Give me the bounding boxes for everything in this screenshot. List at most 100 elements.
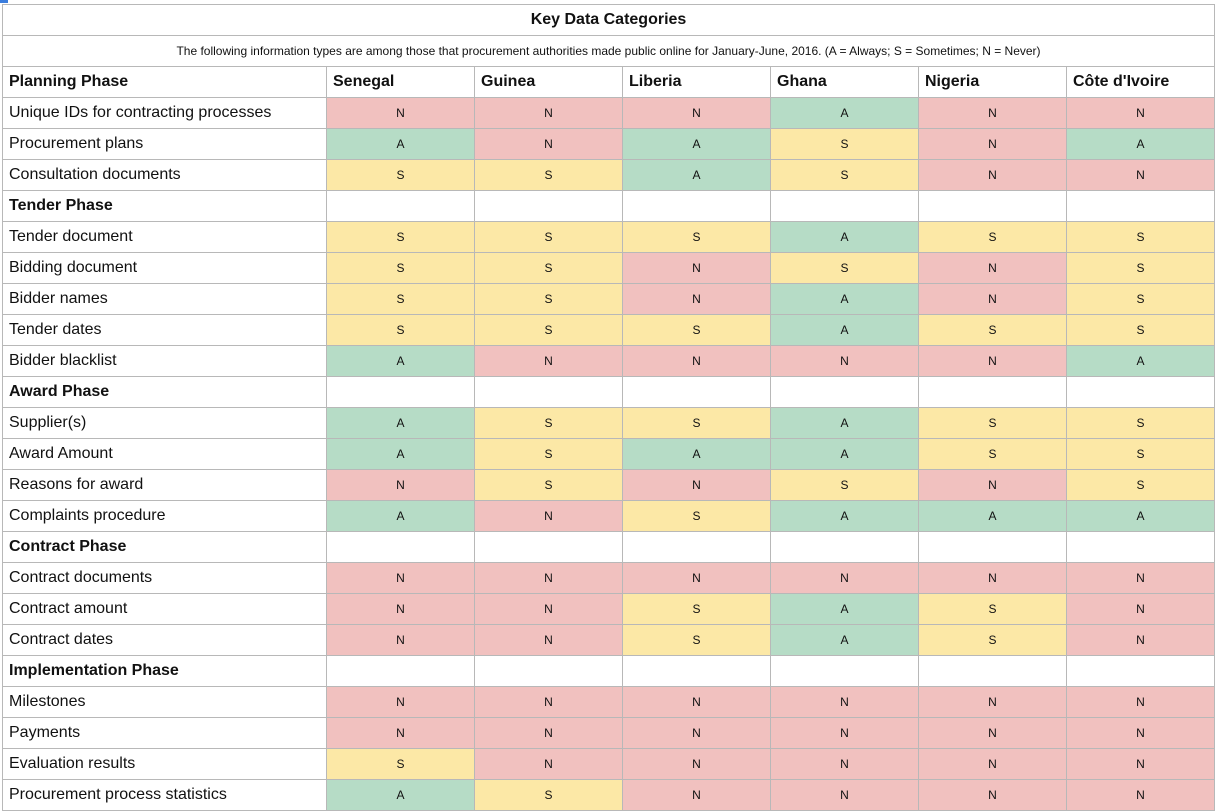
- status-cell[interactable]: A: [770, 438, 919, 470]
- empty-cell[interactable]: [474, 531, 623, 563]
- status-cell[interactable]: S: [1066, 283, 1215, 315]
- empty-cell[interactable]: [622, 376, 771, 408]
- status-cell[interactable]: A: [326, 500, 475, 532]
- status-cell[interactable]: S: [770, 252, 919, 284]
- status-cell[interactable]: N: [474, 500, 623, 532]
- empty-cell[interactable]: [770, 190, 919, 222]
- table-title[interactable]: Key Data Categories: [2, 4, 1215, 36]
- row-label[interactable]: Reasons for award: [2, 469, 327, 501]
- country-header[interactable]: Senegal: [326, 66, 475, 98]
- empty-cell[interactable]: [918, 376, 1067, 408]
- status-cell[interactable]: N: [326, 593, 475, 625]
- status-cell[interactable]: N: [474, 717, 623, 749]
- status-cell[interactable]: S: [474, 469, 623, 501]
- row-label[interactable]: Milestones: [2, 686, 327, 718]
- status-cell[interactable]: S: [1066, 314, 1215, 346]
- row-label[interactable]: Bidding document: [2, 252, 327, 284]
- status-cell[interactable]: S: [918, 314, 1067, 346]
- status-cell[interactable]: N: [622, 252, 771, 284]
- status-cell[interactable]: N: [1066, 593, 1215, 625]
- status-cell[interactable]: N: [1066, 686, 1215, 718]
- status-cell[interactable]: N: [918, 686, 1067, 718]
- status-cell[interactable]: S: [622, 500, 771, 532]
- status-cell[interactable]: N: [474, 748, 623, 780]
- empty-cell[interactable]: [1066, 655, 1215, 687]
- status-cell[interactable]: A: [918, 500, 1067, 532]
- status-cell[interactable]: N: [622, 748, 771, 780]
- status-cell[interactable]: S: [1066, 407, 1215, 439]
- status-cell[interactable]: N: [622, 97, 771, 129]
- empty-cell[interactable]: [770, 531, 919, 563]
- status-cell[interactable]: S: [622, 593, 771, 625]
- status-cell[interactable]: A: [622, 438, 771, 470]
- status-cell[interactable]: N: [918, 717, 1067, 749]
- status-cell[interactable]: N: [770, 779, 919, 811]
- status-cell[interactable]: N: [474, 593, 623, 625]
- status-cell[interactable]: N: [474, 128, 623, 160]
- status-cell[interactable]: N: [474, 686, 623, 718]
- status-cell[interactable]: S: [326, 748, 475, 780]
- status-cell[interactable]: S: [474, 159, 623, 191]
- status-cell[interactable]: N: [918, 128, 1067, 160]
- status-cell[interactable]: S: [474, 252, 623, 284]
- status-cell[interactable]: S: [326, 252, 475, 284]
- status-cell[interactable]: N: [918, 345, 1067, 377]
- status-cell[interactable]: N: [918, 469, 1067, 501]
- status-cell[interactable]: N: [326, 562, 475, 594]
- status-cell[interactable]: N: [474, 97, 623, 129]
- phase-header[interactable]: Tender Phase: [2, 190, 327, 222]
- empty-cell[interactable]: [326, 655, 475, 687]
- status-cell[interactable]: A: [770, 407, 919, 439]
- phase-header[interactable]: Contract Phase: [2, 531, 327, 563]
- status-cell[interactable]: N: [474, 345, 623, 377]
- row-label[interactable]: Payments: [2, 717, 327, 749]
- status-cell[interactable]: A: [326, 407, 475, 439]
- status-cell[interactable]: S: [1066, 252, 1215, 284]
- status-cell[interactable]: A: [326, 779, 475, 811]
- status-cell[interactable]: N: [770, 562, 919, 594]
- row-label[interactable]: Award Amount: [2, 438, 327, 470]
- empty-cell[interactable]: [1066, 531, 1215, 563]
- row-label[interactable]: Complaints procedure: [2, 500, 327, 532]
- status-cell[interactable]: S: [474, 779, 623, 811]
- status-cell[interactable]: N: [918, 252, 1067, 284]
- status-cell[interactable]: S: [1066, 438, 1215, 470]
- empty-cell[interactable]: [474, 655, 623, 687]
- status-cell[interactable]: N: [770, 345, 919, 377]
- status-cell[interactable]: A: [770, 593, 919, 625]
- status-cell[interactable]: A: [1066, 345, 1215, 377]
- status-cell[interactable]: N: [918, 562, 1067, 594]
- empty-cell[interactable]: [1066, 376, 1215, 408]
- status-cell[interactable]: S: [770, 159, 919, 191]
- status-cell[interactable]: N: [622, 469, 771, 501]
- status-cell[interactable]: S: [326, 283, 475, 315]
- status-cell[interactable]: N: [918, 283, 1067, 315]
- status-cell[interactable]: A: [770, 314, 919, 346]
- status-cell[interactable]: S: [918, 407, 1067, 439]
- row-label[interactable]: Contract amount: [2, 593, 327, 625]
- phase-header[interactable]: Implementation Phase: [2, 655, 327, 687]
- status-cell[interactable]: N: [1066, 624, 1215, 656]
- status-cell[interactable]: N: [474, 624, 623, 656]
- status-cell[interactable]: N: [1066, 159, 1215, 191]
- status-cell[interactable]: N: [1066, 97, 1215, 129]
- row-label[interactable]: Unique IDs for contracting processes: [2, 97, 327, 129]
- phase-header[interactable]: Planning Phase: [2, 66, 327, 98]
- status-cell[interactable]: N: [622, 779, 771, 811]
- status-cell[interactable]: A: [326, 345, 475, 377]
- status-cell[interactable]: N: [326, 469, 475, 501]
- status-cell[interactable]: A: [770, 500, 919, 532]
- status-cell[interactable]: S: [918, 221, 1067, 253]
- status-cell[interactable]: N: [326, 686, 475, 718]
- country-header[interactable]: Guinea: [474, 66, 623, 98]
- status-cell[interactable]: S: [326, 314, 475, 346]
- status-cell[interactable]: S: [326, 221, 475, 253]
- status-cell[interactable]: A: [770, 283, 919, 315]
- status-cell[interactable]: A: [326, 128, 475, 160]
- status-cell[interactable]: S: [918, 624, 1067, 656]
- row-label[interactable]: Contract documents: [2, 562, 327, 594]
- row-label[interactable]: Supplier(s): [2, 407, 327, 439]
- empty-cell[interactable]: [474, 376, 623, 408]
- status-cell[interactable]: N: [918, 748, 1067, 780]
- empty-cell[interactable]: [918, 655, 1067, 687]
